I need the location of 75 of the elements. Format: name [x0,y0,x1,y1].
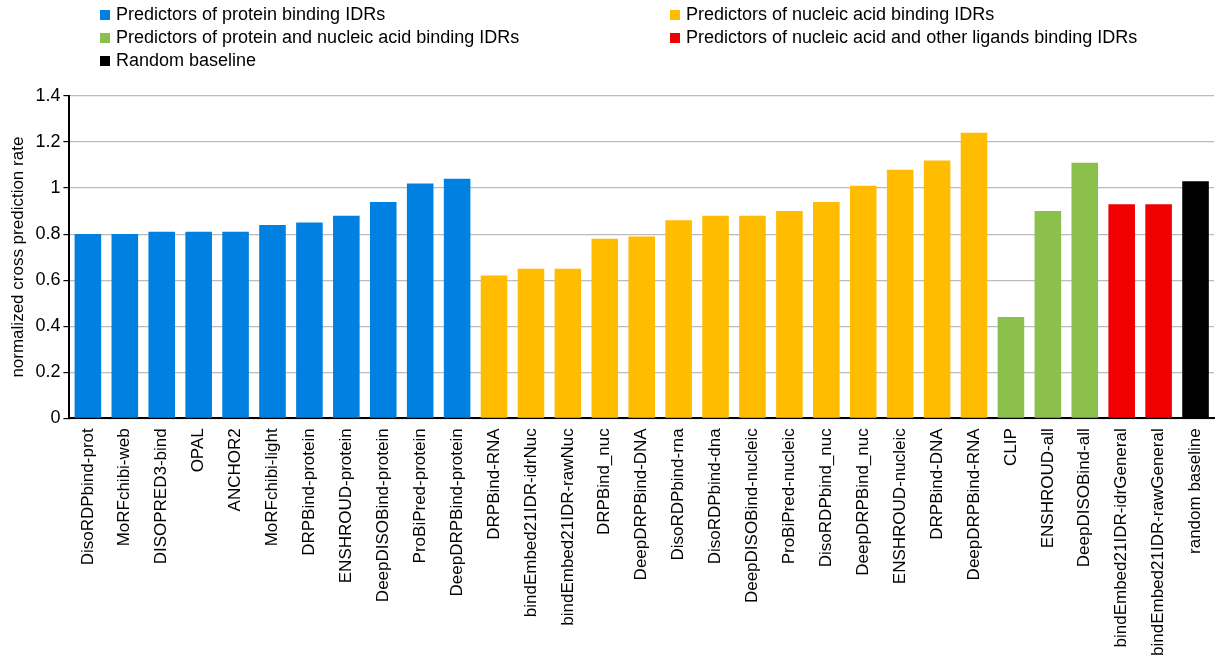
x-tick-label: ANCHOR2 [225,428,245,512]
x-tick-label: CLIP [1000,428,1020,467]
bar [923,160,951,418]
x-tick-label: DisoRDPbind-dna [705,427,725,565]
y-tick-label: 0.4 [35,315,61,336]
x-tick-label: DisoRDPbind_nuc [816,427,836,568]
bar [628,236,655,418]
y-tick-label: 0.8 [35,223,61,244]
x-tick-label: random baseline [1185,428,1205,554]
bar [74,234,102,418]
x-tick-label: ProBiPred-protein [409,428,429,564]
x-tick-label: bindEmbed21IDR-rawGeneral [1148,428,1168,657]
y-tick-label: 1.4 [35,84,61,105]
bar [739,215,766,418]
x-tick-label: DRPBind-RNA [483,427,503,540]
legend-label: Predictors of protein and nucleic acid binding IDRs [116,27,520,48]
x-tick-label: DeepDRPBind-DNA [631,427,651,581]
bar [296,222,323,418]
bar [443,178,471,418]
bar [591,238,619,418]
y-tick-label: 1.2 [35,131,61,152]
bar [259,224,286,418]
bar [1108,204,1135,418]
bar [369,201,397,418]
x-tick-label: MoRFchibi-light [262,428,282,547]
x-tick-label: bindEmbed21IDR-idrGeneral [1111,428,1131,648]
bar [665,220,692,418]
legend-label: Predictors of protein binding IDRs [116,4,386,25]
bar [480,275,508,418]
y-tick-label: 0.2 [35,361,61,382]
x-tick-label: ProBiPred-nucleic [779,427,799,565]
x-tick-label: bindEmbed21IDR-idrNuc [520,427,540,618]
bar [517,268,545,418]
x-tick-label: DeepDRPBind-protein [446,428,466,597]
x-tick-label: DisoRDPbind-rna [668,427,688,561]
y-tick-label: 0 [50,407,61,428]
bar [886,169,914,418]
x-tick-label: DeepDRPBind-RNA [963,427,983,581]
x-tick-label: DeepDRPBind_nuc [852,427,872,576]
x-tick-label: DeepDISOBind-protein [372,428,392,603]
legend-label: Random baseline [116,50,257,71]
bar [554,268,582,418]
bar [406,183,434,418]
x-tick-label: ENSHROUD-nucleic [889,427,909,585]
x-tick-label: MoRFchibi-web [114,428,134,547]
bar [1034,211,1062,418]
y-axis-title: normalized cross prediction rate [7,136,27,378]
x-tick-label: DRPBind-protein [299,428,319,556]
bar [1145,204,1172,418]
y-tick-label: 1 [50,177,61,198]
legend-label: Predictors of nucleic acid and other ligands binding IDRs [686,27,1138,48]
x-tick-label: bindEmbed21IDR-rawNuc [557,427,577,626]
bar [849,185,877,418]
x-tick-label: DRPBind_nuc [594,427,614,536]
bar [222,231,249,418]
bar [333,215,360,418]
x-tick-label: DISOPRED3-bind [151,428,171,565]
bar [997,316,1025,418]
bar [702,215,729,418]
bar [813,201,840,418]
bar [111,234,139,418]
bar [776,211,803,418]
x-tick-label: ENSHROUD-all [1037,428,1057,549]
legend-label: Predictors of nucleic acid binding IDRs [686,4,995,25]
x-tick-label: DisoRDPbind-prot [77,428,97,566]
x-tick-label: OPAL [188,428,208,473]
bar [1071,162,1099,418]
x-tick-label: DeepDISOBind-all [1074,428,1094,568]
x-tick-label: ENSHROUD-protein [336,428,356,584]
x-tick-label: DRPBind-DNA [926,427,946,540]
y-tick-label: 0.6 [35,269,61,290]
x-tick-label: DeepDISOBind-nucleic [742,427,762,604]
bar [148,231,176,418]
bar [960,132,988,418]
bar [185,231,212,418]
